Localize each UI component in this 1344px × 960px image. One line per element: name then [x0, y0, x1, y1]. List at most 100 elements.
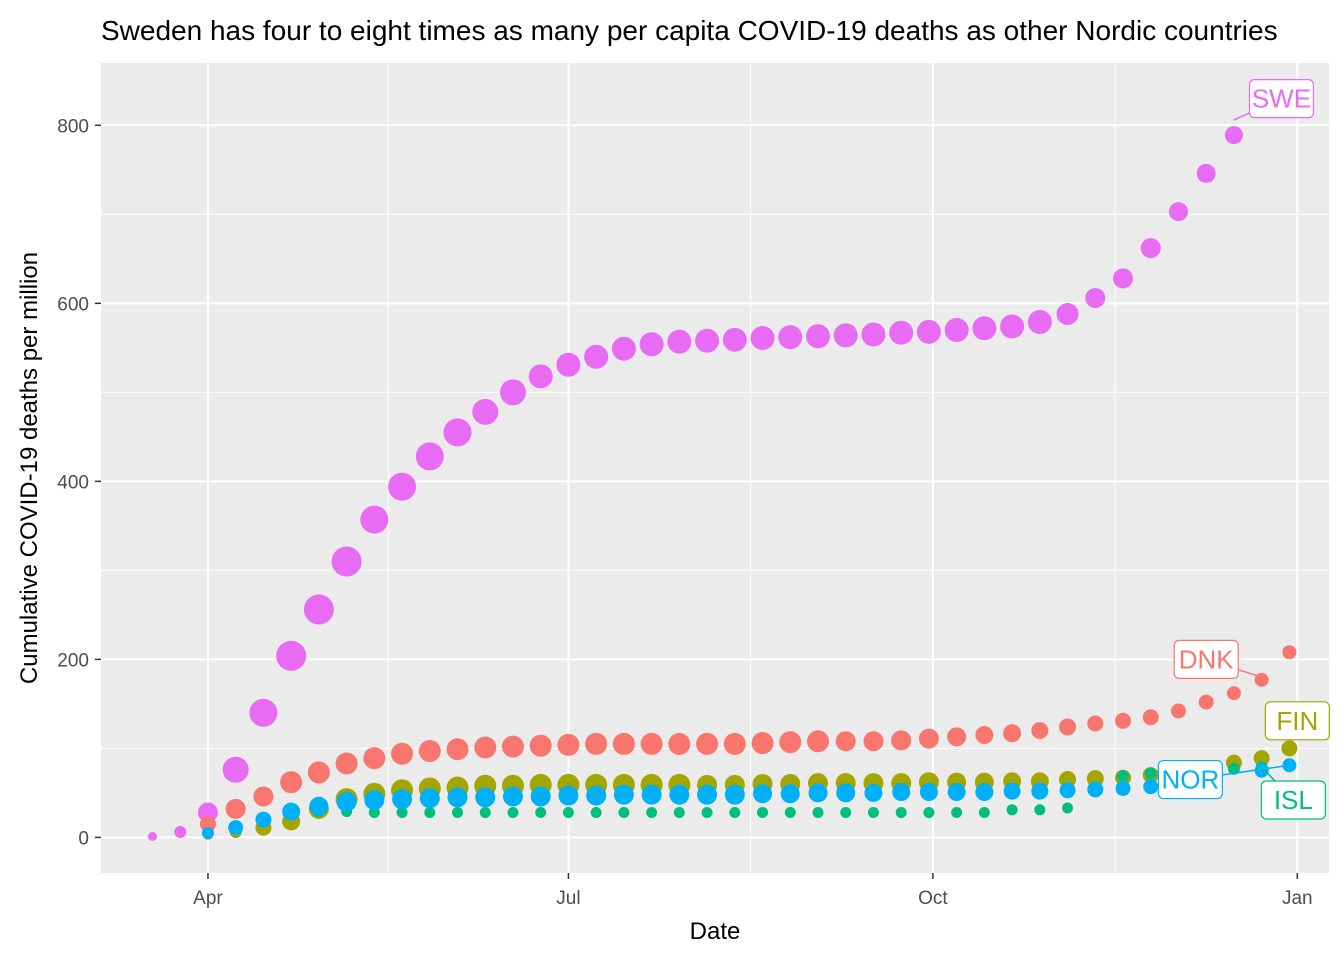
label-box-dnk: [1173, 639, 1239, 679]
x-tick-label: Apr: [193, 888, 223, 909]
x-tick-label: Jul: [556, 888, 580, 909]
data-point-swe: [499, 379, 526, 406]
data-point-isl: [618, 806, 630, 818]
data-point-nor: [228, 820, 244, 836]
data-point-dnk: [1031, 722, 1049, 740]
data-point-isl: [1006, 804, 1018, 816]
end-label-nor: NOR: [1157, 759, 1290, 800]
label-text-swe: SWE: [1252, 84, 1311, 114]
data-point-isl: [840, 806, 852, 818]
data-point-dnk: [446, 738, 469, 761]
data-point-dnk: [723, 732, 746, 755]
data-point-swe: [1000, 314, 1025, 339]
data-point-swe: [331, 546, 362, 577]
data-point-swe: [1224, 126, 1243, 145]
data-point-swe: [472, 398, 499, 425]
x-axis: Apr Jul Oct Jan: [193, 873, 1313, 909]
data-point-isl: [951, 806, 963, 818]
data-point-swe: [1113, 268, 1134, 289]
data-point-dnk: [1282, 645, 1297, 660]
data-point-dnk: [1003, 724, 1022, 743]
data-point-dnk: [612, 732, 635, 755]
y-tick-label: 200: [57, 650, 89, 671]
data-point-nor: [975, 783, 994, 801]
data-point-isl: [452, 806, 464, 818]
data-point-nor: [364, 790, 385, 811]
data-point-dnk: [891, 730, 912, 751]
end-label-isl: ISL: [1260, 766, 1326, 820]
data-point-isl: [812, 806, 824, 818]
y-tick-label: 600: [57, 294, 89, 315]
data-point-dnk: [1226, 686, 1241, 701]
data-point-nor: [613, 784, 634, 805]
data-point-swe: [805, 324, 830, 349]
data-point-swe: [667, 329, 692, 354]
data-point-isl: [784, 806, 796, 818]
data-point-dnk: [640, 732, 663, 755]
data-point-dnk: [1115, 712, 1132, 729]
y-axis: 0 200 400 600 800: [57, 116, 101, 849]
data-point-swe: [147, 832, 157, 842]
data-point-nor: [669, 784, 690, 805]
data-point-dnk: [668, 732, 691, 755]
data-point-nor: [530, 786, 551, 807]
data-point-swe: [944, 318, 969, 343]
data-point-swe: [584, 344, 609, 369]
data-point-dnk: [363, 747, 386, 770]
x-tick-label: Jan: [1282, 888, 1313, 909]
data-point-swe: [249, 698, 278, 727]
data-point-nor: [392, 789, 413, 810]
data-point-swe: [916, 319, 941, 344]
data-point-dnk: [418, 740, 441, 763]
data-point-isl: [673, 806, 685, 818]
data-point-dnk: [529, 734, 552, 757]
data-point-nor: [780, 784, 800, 804]
data-point-isl: [535, 806, 547, 818]
data-point-swe: [1027, 310, 1052, 335]
series-nor: [201, 758, 1297, 839]
data-point-swe: [889, 320, 914, 345]
data-point-isl: [729, 806, 741, 818]
data-point-nor: [1031, 782, 1049, 800]
data-point-swe: [861, 322, 886, 347]
data-point-swe: [276, 640, 307, 671]
data-point-nor: [641, 784, 662, 805]
data-point-nor: [892, 783, 911, 801]
data-point-dnk: [975, 726, 994, 745]
data-point-isl: [1227, 762, 1240, 775]
label-box-swe: [1248, 79, 1315, 119]
data-point-isl: [1034, 804, 1046, 816]
data-point-dnk: [1170, 703, 1186, 719]
data-point-fin: [1253, 750, 1270, 767]
data-point-isl: [562, 806, 574, 818]
data-point-nor: [1087, 781, 1104, 798]
data-point-isl: [368, 806, 380, 818]
data-point-swe: [174, 826, 187, 839]
end-label-fin: FIN: [1264, 701, 1330, 749]
label-box-fin: [1264, 701, 1330, 741]
data-point-swe: [1056, 303, 1079, 326]
data-point-swe: [360, 505, 389, 534]
data-point-nor: [1254, 763, 1269, 778]
series-dnk: [199, 645, 1297, 833]
data-point-swe: [1168, 202, 1188, 222]
data-point-isl: [978, 806, 990, 818]
data-point-dnk: [253, 786, 274, 807]
data-point-dnk: [585, 732, 608, 755]
data-point-swe: [750, 326, 775, 351]
label-text-dnk: DNK: [1179, 644, 1235, 674]
data-point-dnk: [835, 731, 856, 752]
data-point-isl: [646, 806, 658, 818]
data-point-isl: [867, 806, 879, 818]
data-point-nor: [697, 784, 718, 805]
data-point-nor: [808, 783, 828, 803]
y-axis-label: Cumulative COVID-19 deaths per million: [16, 252, 43, 684]
data-point-nor: [255, 811, 272, 828]
data-point-nor: [1059, 782, 1076, 799]
data-point-nor: [201, 826, 214, 839]
data-point-dnk: [557, 733, 580, 756]
data-point-swe: [556, 352, 581, 377]
data-point-swe: [222, 756, 249, 783]
data-point-dnk: [1087, 715, 1104, 732]
data-point-isl: [757, 806, 769, 818]
